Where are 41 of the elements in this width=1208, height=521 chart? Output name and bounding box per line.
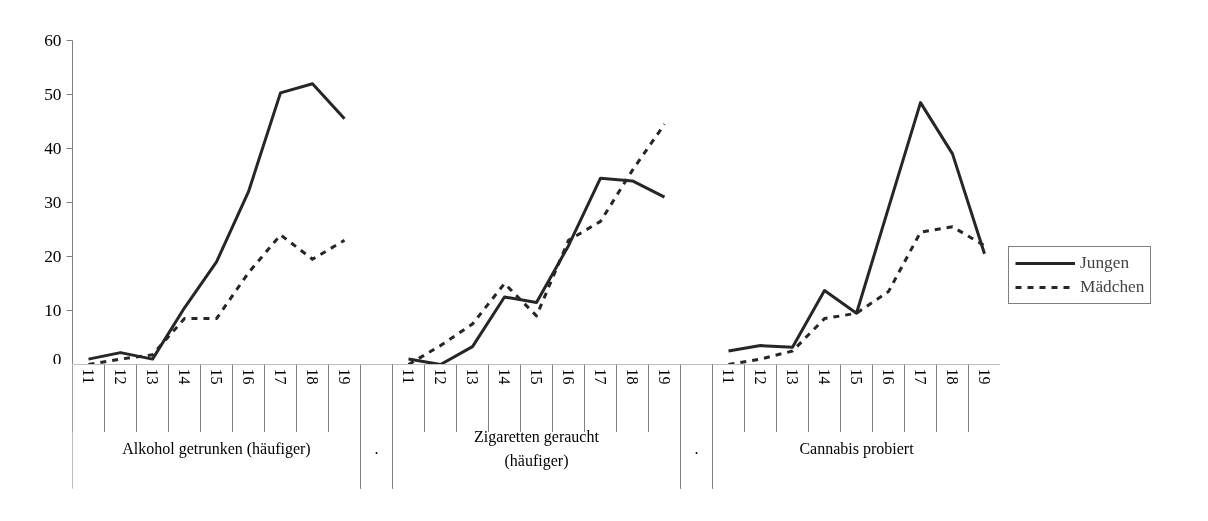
- y-tick-label: 10: [44, 301, 62, 320]
- y-tick-label: 60: [44, 31, 62, 50]
- x-tick-label: 12: [752, 368, 769, 385]
- y-tick-label: 40: [44, 139, 62, 158]
- x-tick-label: 13: [784, 368, 801, 385]
- x-tick-label: 15: [528, 368, 545, 385]
- y-tick-label: 0: [52, 349, 62, 369]
- text: Cannabis probiert: [799, 439, 915, 458]
- legend-label: Jungen: [1080, 253, 1130, 273]
- text: Alkohol getrunken (häufiger): [122, 439, 311, 458]
- x-tick-label: 18: [624, 368, 641, 385]
- x-tick-label: 11: [400, 368, 417, 384]
- y-tick-label: 50: [44, 85, 62, 104]
- x-tick-label: 18: [304, 368, 321, 385]
- x-tick-label: 11: [720, 368, 737, 384]
- x-tick-label: 18: [944, 368, 961, 385]
- y-tick-label: 30: [44, 193, 62, 212]
- y-tick-label: 20: [44, 247, 62, 266]
- x-tick-label: 11: [80, 368, 97, 384]
- x-tick-label: 16: [880, 368, 897, 385]
- x-tick-label: 14: [816, 368, 833, 385]
- x-tick-label: 12: [432, 368, 449, 385]
- x-tick-label: 14: [496, 368, 513, 385]
- legend-label: Mädchen: [1080, 277, 1145, 297]
- x-tick-label: 15: [848, 368, 865, 385]
- x-tick-label: 16: [240, 368, 257, 385]
- x-tick-label: 13: [144, 368, 161, 385]
- text: .: [374, 439, 379, 457]
- x-tick-label: 12: [112, 368, 129, 385]
- text: Zigaretten geraucht (häufiger): [474, 427, 600, 470]
- x-tick-label: 15: [208, 368, 225, 385]
- text: .: [694, 439, 699, 457]
- x-tick-label: 19: [656, 368, 673, 385]
- x-tick-label: 19: [336, 368, 353, 385]
- x-tick-label: 13: [464, 368, 481, 385]
- x-tick-label: 17: [592, 368, 609, 385]
- x-tick-label: 16: [560, 368, 577, 385]
- x-tick-label: 17: [912, 368, 929, 385]
- x-tick-label: 17: [272, 368, 289, 385]
- x-tick-label: 19: [976, 368, 993, 385]
- x-tick-label: 14: [176, 368, 193, 385]
